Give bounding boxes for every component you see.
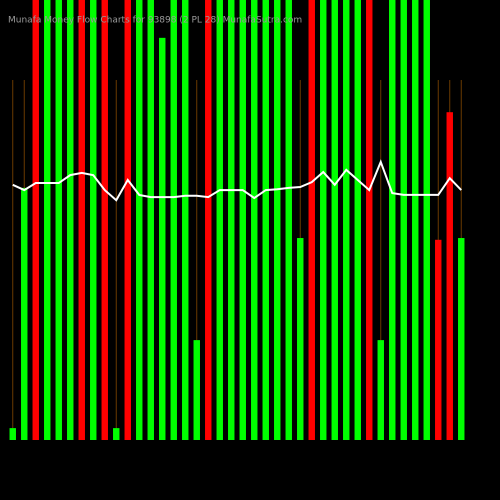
bar [285,0,292,440]
bar [21,187,28,440]
bar [228,0,235,440]
bar [67,0,74,440]
bar [9,428,16,440]
bar [262,0,269,440]
bar [435,239,442,440]
bar [32,0,39,440]
bar [251,0,258,440]
bar [101,0,108,440]
bar [216,0,223,440]
bar [159,37,166,441]
bar [400,0,407,440]
bar [78,0,85,440]
lines [12,159,462,202]
bar [297,238,304,440]
bar [389,0,396,440]
bar [205,0,212,440]
bar [458,238,465,440]
bar [343,0,350,440]
bar [124,0,131,440]
bar [331,0,338,440]
bar [193,340,200,440]
bar [182,0,189,440]
bar [55,0,62,440]
bar [423,0,430,440]
bar [354,0,361,440]
bar [366,0,373,440]
bar [308,0,315,440]
bar [170,0,177,440]
bar [113,428,120,440]
bar [147,0,154,440]
bar [90,0,97,440]
bar [239,0,246,440]
bar [446,112,453,440]
bars [9,0,465,441]
bar [136,0,143,440]
chart-title: Munafa Money Flow Charts for 93898 (2 PL… [8,16,302,26]
bar [44,0,51,440]
bar [412,0,419,440]
bar [274,0,281,440]
bar [320,0,327,440]
bar [377,340,384,440]
money-flow-line [12,159,462,202]
